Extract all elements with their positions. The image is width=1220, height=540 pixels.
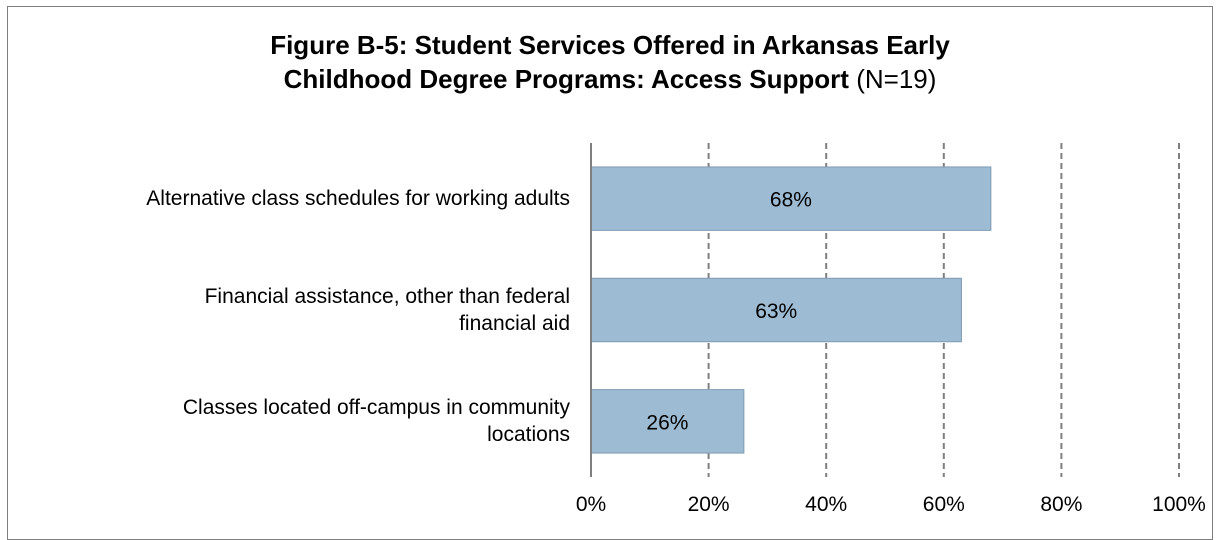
data-labels: 68% 63% 26% <box>646 189 812 435</box>
bar-1 <box>590 166 992 231</box>
x-tick-label-20: 20% <box>688 493 730 516</box>
x-tick-label-40: 40% <box>805 493 847 516</box>
category-label-1: Alternative class schedules for working … <box>0 185 570 212</box>
category-label-2: Financial assistance, other than federal… <box>0 283 570 337</box>
chart-title-line-2: Childhood Degree Programs: Access Suppor… <box>283 64 849 94</box>
data-label-3: 26% <box>646 411 688 434</box>
bar-2 <box>590 277 962 343</box>
category-label-3: Classes located off-campus in community l… <box>0 394 570 448</box>
category-label-line: Classes located off-campus in community <box>182 396 570 420</box>
bar-3 <box>590 389 745 454</box>
category-label-line: Financial assistance, other than federal <box>204 285 570 308</box>
x-tick-label-80: 80% <box>1040 493 1082 516</box>
category-label-line: locations <box>487 423 570 447</box>
chart-title-line-1: Figure B-5: Student Services Offered in … <box>270 30 950 60</box>
bars <box>590 166 992 454</box>
x-tick-label-0: 0% <box>576 493 606 516</box>
chart-title-main: Figure B-5: Student Services Offered in … <box>270 30 950 94</box>
x-tick-label-60: 60% <box>923 493 965 516</box>
category-label-line: Alternative class schedules for working … <box>146 187 570 211</box>
x-tick-labels: 0% 20% 40% 60% 80% 100% <box>576 493 1206 516</box>
chart-title: Figure B-5: Student Services Offered in … <box>0 28 1220 96</box>
data-label-1: 68% <box>770 189 812 212</box>
category-label-line: financial aid <box>459 312 570 335</box>
chart-title-n: (N=19) <box>856 64 937 94</box>
data-label-2: 63% <box>755 300 797 323</box>
x-tick-label-100: 100% <box>1152 493 1206 516</box>
